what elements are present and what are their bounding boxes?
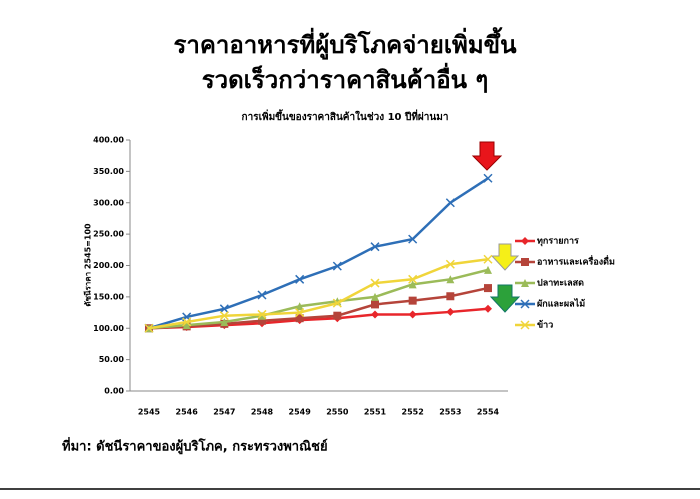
legend-label: อาหารและเครื่องดื่ม [537,255,615,268]
point [295,314,304,323]
point [446,307,455,316]
legend-marker [520,320,530,330]
y-tick-label: 100.00 [93,324,124,333]
y-tick-label: 250.00 [93,230,124,239]
x-tick-label: 2554 [477,408,500,417]
point [371,300,379,309]
point [371,292,379,301]
point [144,323,154,333]
arrow-red [471,141,503,171]
source-note: ที่มา: ดัชนีราคาของผู้บริโภค, กระทรวงพาณ… [62,437,328,455]
legend-label: ผักและผลไม้ [537,298,585,310]
point [445,259,455,269]
point [370,242,380,252]
y-axis-label: ดัชนีราคา 2545=100 [83,223,93,307]
legend-label: ข้าว [537,320,553,331]
point [484,265,492,274]
series-line [148,257,489,330]
y-tick-label: 150.00 [93,292,124,301]
x-tick-label: 2547 [213,408,235,417]
y-tick-label: 0.00 [104,387,124,396]
point [333,311,342,320]
arrow-green [489,284,521,313]
legend-marker [521,258,529,266]
x-tick-label: 2551 [364,408,387,417]
point [182,321,191,330]
point [219,311,229,321]
point [295,274,305,284]
point [295,308,305,318]
legend-label: ปลาทะเลสด [537,278,584,289]
point [408,310,417,319]
point [484,284,492,293]
chart-title: ราคาอาหารที่ผู้บริโภคจ่ายเพิ่มขึ้น [173,26,517,60]
legend-marker [520,299,530,309]
x-tick-label: 2546 [176,408,199,417]
x-tick-label: 2549 [289,408,312,417]
chart-subtitle: การเพิ่มขึ้นของราคาสินค้าในช่วง 10 ปีที่… [242,109,449,123]
point [295,302,304,311]
series-line [148,268,489,330]
point [408,280,417,289]
series-line [148,286,489,330]
x-tick-label: 2545 [138,408,161,417]
point [446,275,455,284]
point [371,310,379,319]
point [483,254,493,264]
point [182,317,192,327]
point [370,278,380,288]
point [408,234,418,244]
x-tick-label: 2553 [439,408,461,417]
point [408,274,418,284]
y-tick-label: 50.00 [99,355,125,364]
point [219,304,229,314]
point [257,290,267,300]
point [258,311,266,320]
point [445,198,455,208]
point [257,309,267,319]
legend-label: ทุกรายการ [537,237,579,247]
legend-marker [521,279,529,287]
series-line [148,177,489,330]
point [220,317,229,326]
y-tick-label: 200.00 [93,261,124,270]
point [332,261,342,271]
x-tick-label: 2548 [251,408,274,417]
x-tick-label: 2550 [326,408,349,417]
point [258,316,266,325]
y-tick-label: 350.00 [93,167,124,176]
point [408,296,417,305]
arrow-yellow [490,243,520,271]
chart-title: รวดเร็วกว่าราคาสินค้าอื่น ๆ [202,62,489,94]
legend-marker [521,237,529,245]
point [484,304,492,313]
point [332,298,342,308]
point [446,292,455,301]
x-tick-label: 2552 [402,408,424,417]
point [483,173,493,183]
y-tick-label: 300.00 [93,198,124,207]
y-tick-label: 400.00 [93,136,124,145]
